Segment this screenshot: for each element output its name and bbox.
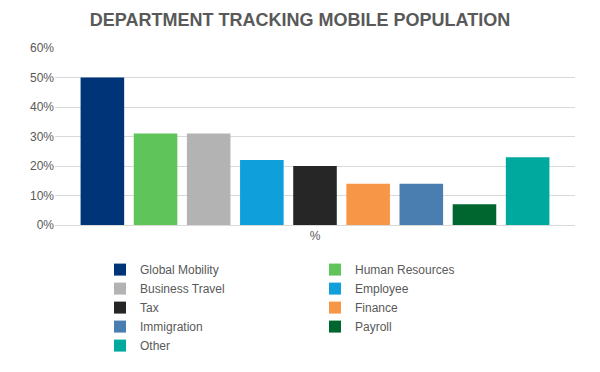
- svg-text:Global Mobility: Global Mobility: [140, 263, 219, 277]
- svg-text:50%: 50%: [30, 71, 54, 85]
- svg-text:0%: 0%: [37, 218, 55, 232]
- svg-text:Immigration: Immigration: [140, 320, 203, 334]
- svg-text:Other: Other: [140, 339, 170, 353]
- svg-text:60%: 60%: [30, 41, 54, 55]
- svg-text:Tax: Tax: [140, 301, 159, 315]
- svg-text:Employee: Employee: [355, 282, 409, 296]
- svg-text:40%: 40%: [30, 100, 54, 114]
- svg-text:Human Resources: Human Resources: [355, 263, 454, 277]
- svg-text:10%: 10%: [30, 189, 54, 203]
- svg-text:DEPARTMENT TRACKING MOBILE POP: DEPARTMENT TRACKING MOBILE POPULATION: [90, 10, 510, 30]
- svg-text:30%: 30%: [30, 130, 54, 144]
- svg-text:20%: 20%: [30, 159, 54, 173]
- svg-text:%: %: [310, 229, 321, 243]
- svg-text:Payroll: Payroll: [355, 320, 392, 334]
- svg-text:Finance: Finance: [355, 301, 398, 315]
- svg-text:Business Travel: Business Travel: [140, 282, 225, 296]
